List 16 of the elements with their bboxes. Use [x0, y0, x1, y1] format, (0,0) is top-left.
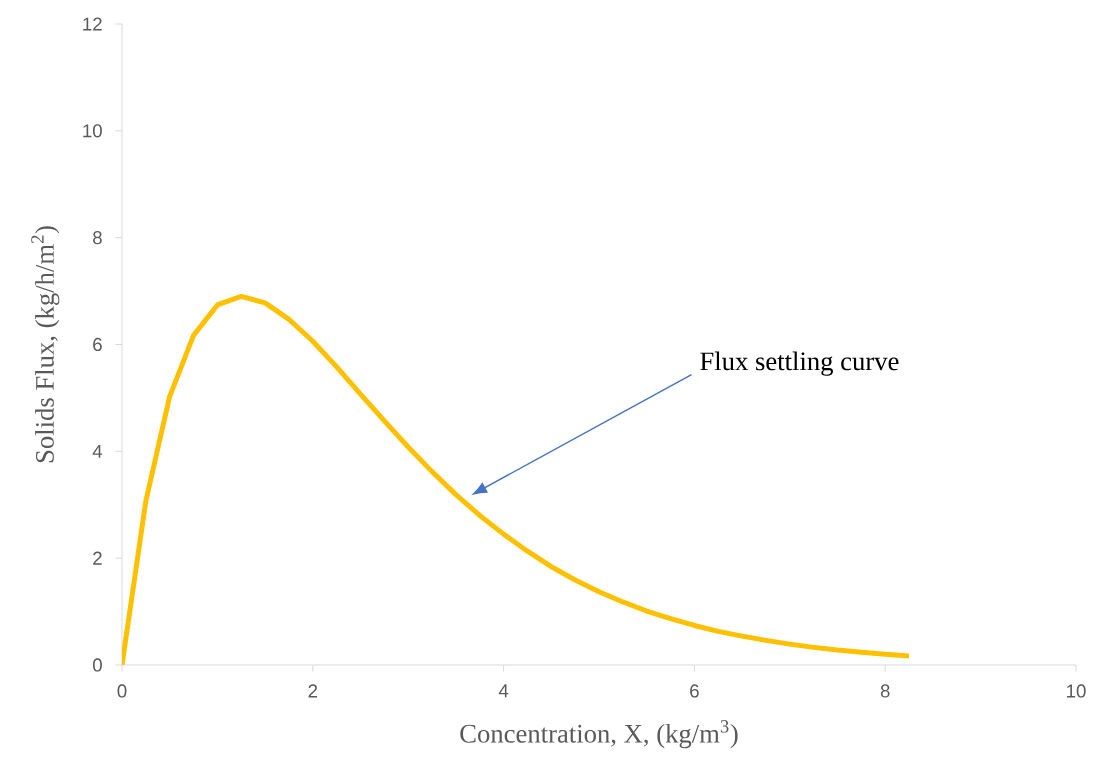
x-axis-title: Concentration, X, (kg/m$^{3}$)	[460, 720, 738, 749]
y-tick-label: 8	[93, 231, 102, 245]
x-tick-label: 10	[1067, 684, 1086, 698]
y-tick-label: 12	[83, 17, 102, 31]
annotation: Flux settling curve	[700, 351, 899, 376]
y-tick-label: 4	[92, 444, 103, 458]
y-tick-label: 0	[92, 658, 102, 672]
x-tick-label: 0	[117, 684, 127, 698]
x-tick-label: 8	[880, 684, 890, 698]
y-tick-label: 6	[93, 337, 102, 352]
x-tick-label: 6	[690, 684, 699, 698]
x-tick-label: 2	[308, 684, 318, 698]
x-tick-label: 4	[498, 684, 509, 698]
y-axis-title: Solids Flux, (kg/h/m$^{2}$)	[31, 226, 60, 463]
y-tick-label: 2	[93, 551, 102, 565]
y-tick-label: 10	[83, 124, 102, 138]
